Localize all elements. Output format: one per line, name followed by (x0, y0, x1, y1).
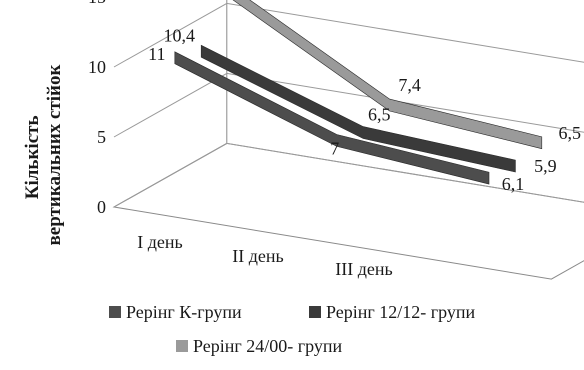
series-ribbons (175, 0, 542, 184)
legend-swatch-0 (109, 306, 121, 318)
y-tick-label-1: 5 (97, 127, 106, 147)
y-axis-label: Кількість вертикальних стійок (22, 65, 65, 246)
legend-swatch-2 (176, 340, 188, 352)
series-ribbon-1 (201, 45, 515, 172)
legend-item-0: Рерінг К-групи (109, 302, 242, 322)
x-tick-label-2: ІІІ день (335, 259, 392, 279)
legend-label-2: Рерінг 24/00- групи (193, 336, 343, 356)
legend-item-2: Рерінг 24/00- групи (176, 336, 343, 356)
y-tick-labels: 0 5 10 15 (88, 0, 106, 217)
y-axis-label-line-1: Кількість (22, 115, 43, 199)
data-label-0-1: 7 (330, 139, 339, 159)
gridline-3 (114, 0, 584, 6)
y-tick-label-3: 15 (88, 0, 106, 7)
data-label-0-2: 6,1 (502, 174, 525, 194)
data-label-1-0: 10,4 (163, 25, 195, 45)
legend: Рерінг К-групи Рерінг 12/12- групи Рерінг … (109, 302, 476, 356)
data-label-1-1: 6,5 (368, 105, 391, 125)
x-tick-label-0: І день (137, 232, 182, 252)
series-ribbon-2 (228, 0, 542, 149)
data-label-2-2: 6,5 (559, 123, 582, 143)
x-tick-labels: І день ІІ день ІІІ день (137, 232, 392, 279)
x-tick-label-1: ІІ день (232, 246, 283, 266)
y-tick-label-2: 10 (88, 57, 106, 77)
legend-item-1: Рерінг 12/12- групи (309, 302, 476, 322)
data-label-1-2: 5,9 (534, 156, 557, 176)
y-axis-label-line-2: вертикальних стійок (44, 65, 65, 246)
legend-label-0: Рерінг К-групи (126, 302, 242, 322)
data-label-2-1: 7,4 (398, 75, 421, 95)
y-tick-label-0: 0 (97, 197, 106, 217)
data-label-0-0: 11 (148, 44, 165, 64)
legend-swatch-1 (309, 306, 321, 318)
legend-label-1: Рерінг 12/12- групи (326, 302, 476, 322)
